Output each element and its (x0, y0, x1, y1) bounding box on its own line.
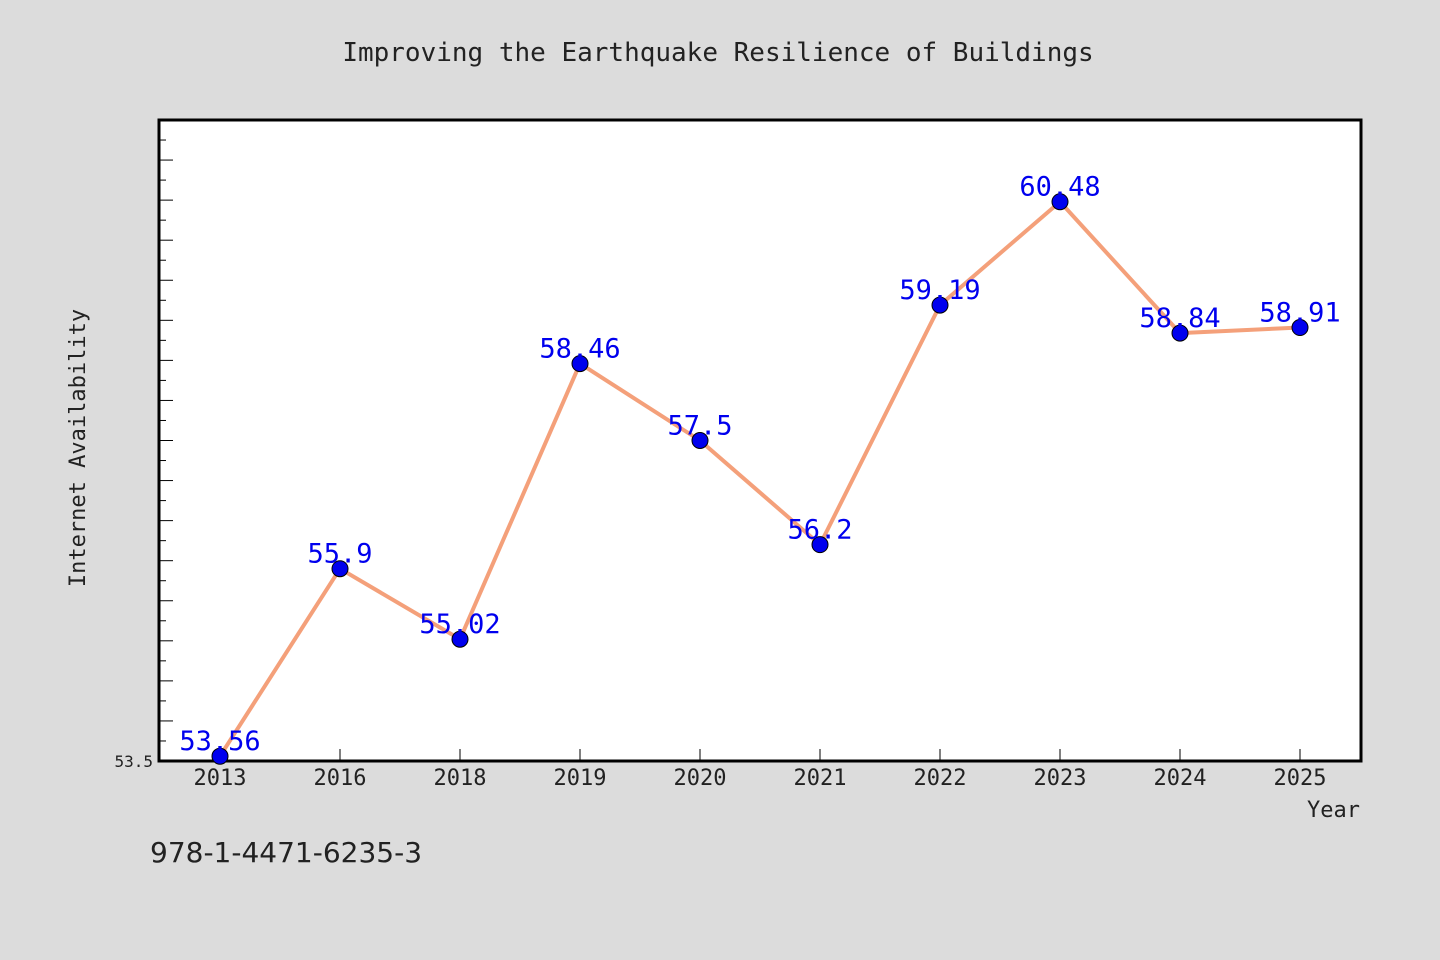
series-line-group (218, 199, 1302, 759)
y-tick-label: 53.5 (114, 752, 153, 771)
chart-title: Improving the Earthquake Resilience of B… (342, 38, 1093, 68)
x-axis-label: Year (1307, 798, 1360, 823)
x-tick-label: 2016 (314, 766, 367, 791)
x-tick-label: 2018 (434, 766, 487, 791)
data-label: 55.9 (307, 539, 372, 570)
series-line (218, 199, 1302, 759)
x-tick-label: 2023 (1034, 766, 1087, 791)
data-label: 58.84 (1139, 303, 1220, 334)
x-tick-label: 2019 (554, 766, 607, 791)
data-point (571, 355, 589, 373)
data-point (331, 560, 349, 578)
y-axis-ticks (159, 119, 173, 762)
x-tick-label: 2025 (1274, 766, 1327, 791)
data-label: 59.19 (899, 275, 980, 306)
x-tick-labels-group: 2013 2016 2018 2019 2020 2021 2022 2023 2024 2025 (194, 766, 1327, 791)
x-tick-label: 2013 (194, 766, 247, 791)
data-label: 55.02 (419, 609, 500, 640)
y-axis-label: Internet Availability (66, 309, 91, 587)
data-label: 58.91 (1259, 298, 1340, 329)
data-point (451, 630, 469, 648)
x-tick-label: 2021 (794, 766, 847, 791)
data-labels-group: 53.56 55.9 55.02 58.46 57.5 56.2 59.19 60.48 58.… (179, 172, 1340, 757)
x-tick-label: 2024 (1154, 766, 1207, 791)
x-tick-label: 2020 (674, 766, 727, 791)
x-tick-label: 2022 (914, 766, 967, 791)
data-label: 58.46 (539, 334, 620, 365)
plot-area (157, 118, 1363, 763)
footer-note: 978-1-4471-6235-3 (150, 836, 423, 869)
data-point (691, 432, 709, 449)
data-point (1171, 324, 1189, 342)
data-point (211, 747, 229, 765)
data-point (1291, 319, 1309, 337)
data-label: 57.5 (667, 411, 732, 442)
data-point (931, 296, 949, 314)
data-label: 60.48 (1019, 172, 1100, 203)
data-label: 56.2 (787, 515, 852, 546)
data-point (1051, 193, 1069, 211)
y-tick-labels-group: 53.5 (114, 752, 153, 771)
data-point (811, 536, 829, 554)
data-label: 53.56 (179, 726, 260, 757)
markers-group (211, 193, 1309, 765)
